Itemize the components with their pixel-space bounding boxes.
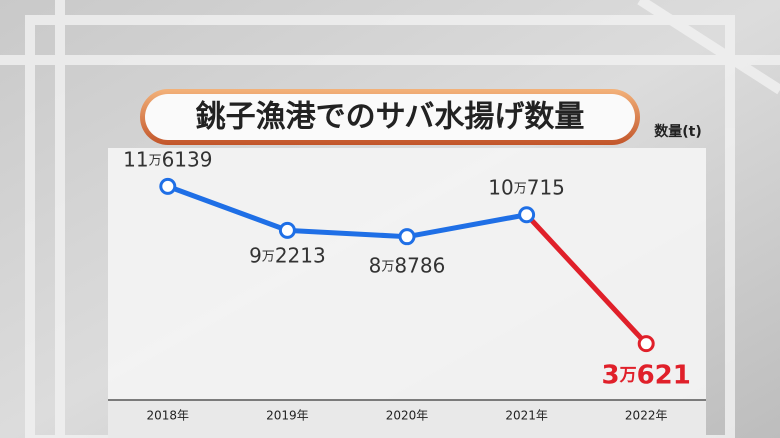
- value-label-part: 621: [637, 360, 691, 390]
- x-tick-label: 2019年: [266, 409, 309, 423]
- value-label-part: 715: [527, 175, 565, 199]
- value-label-part: 6139: [162, 147, 213, 171]
- value-label: 10万715: [488, 175, 565, 199]
- x-tick-label: 2021年: [505, 409, 548, 423]
- value-label: 11万6139: [123, 147, 212, 171]
- value-label-part: 万: [262, 249, 275, 264]
- axis-band: [108, 400, 706, 438]
- value-label-part: 万: [381, 259, 394, 274]
- value-label: 8万8786: [369, 253, 446, 277]
- value-label-part: 10: [488, 175, 513, 199]
- line-segment: [524, 212, 649, 347]
- x-tick-label: 2022年: [625, 409, 668, 423]
- value-label: 9万2213: [249, 243, 326, 267]
- value-label-part: 万: [514, 181, 527, 196]
- value-label-part: 万: [619, 366, 637, 386]
- x-tick-label: 2020年: [386, 409, 429, 423]
- line-segment: [404, 212, 530, 240]
- line-segment: [284, 227, 410, 240]
- value-label-part: 8786: [394, 253, 445, 277]
- x-tick-label: 2018年: [147, 409, 190, 423]
- plot-area: [108, 148, 706, 400]
- marker: [518, 206, 536, 224]
- value-label-part: 3: [602, 360, 620, 390]
- value-label-part: 万: [149, 153, 162, 168]
- value-label: 3万621: [602, 360, 691, 390]
- marker: [637, 335, 655, 353]
- value-label-part: 9: [249, 243, 262, 267]
- value-label-part: 2213: [275, 243, 326, 267]
- marker: [398, 228, 416, 246]
- line-segment: [165, 183, 290, 233]
- value-label-part: 11: [123, 147, 148, 171]
- chart-title: 銚子漁港でのサバ水揚げ数量: [196, 100, 585, 135]
- marker: [278, 221, 296, 239]
- y-axis-label: 数量(t): [654, 123, 702, 140]
- value-label-part: 8: [369, 253, 382, 277]
- title-box: [145, 94, 635, 140]
- marker: [159, 177, 177, 195]
